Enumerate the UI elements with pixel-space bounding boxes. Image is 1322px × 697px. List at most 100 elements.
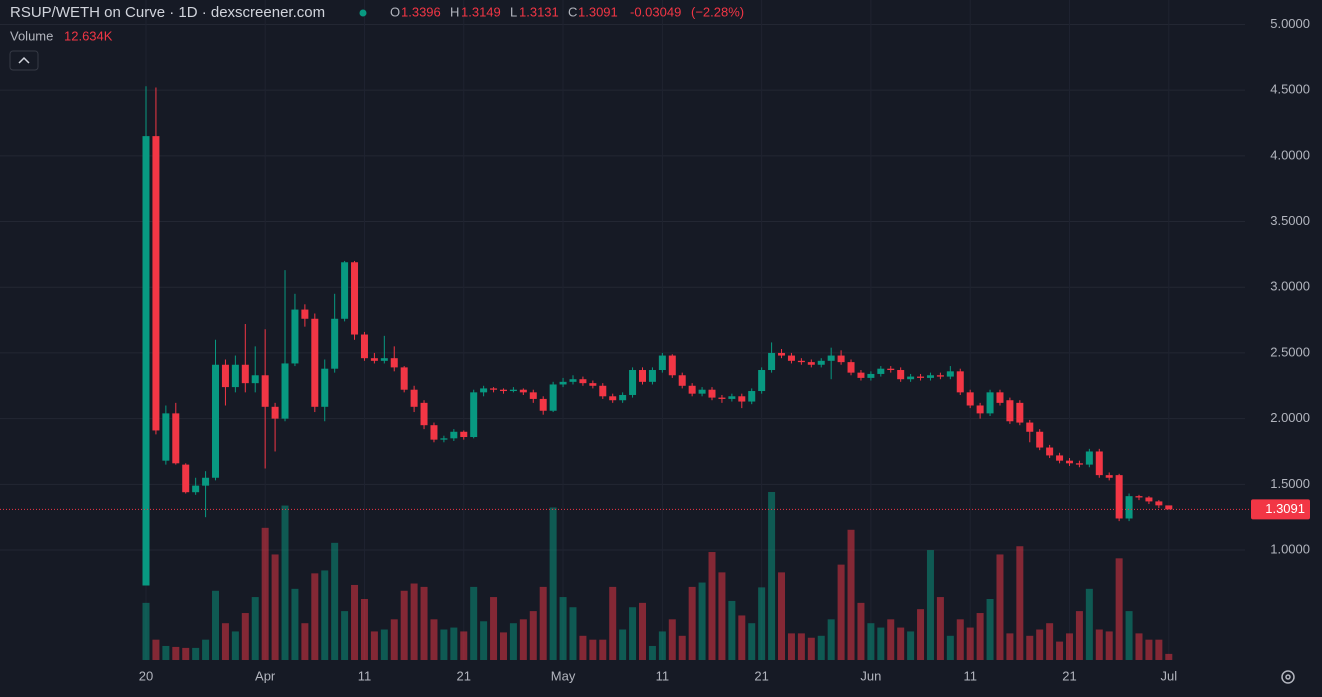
candle-body bbox=[718, 397, 726, 399]
volume-bar bbox=[142, 602, 150, 660]
candle-body bbox=[1165, 505, 1173, 510]
volume-bar bbox=[1016, 546, 1024, 660]
collapse-button-frame[interactable] bbox=[9, 50, 39, 71]
volume-bar bbox=[331, 542, 339, 660]
candle-body bbox=[341, 262, 349, 319]
volume-bar bbox=[589, 639, 597, 660]
volume-bar bbox=[917, 609, 925, 660]
candle-body bbox=[976, 405, 984, 414]
candle-body bbox=[410, 389, 418, 407]
candle-body bbox=[1016, 402, 1024, 423]
volume-bar bbox=[470, 586, 478, 660]
grid bbox=[0, 0, 1245, 660]
volume-bar bbox=[946, 635, 954, 660]
volume-bar bbox=[251, 597, 259, 660]
candle-body bbox=[1135, 496, 1143, 498]
candle-body bbox=[1065, 460, 1073, 464]
candle-body bbox=[172, 413, 180, 464]
candle-body bbox=[281, 363, 289, 419]
candle-body bbox=[212, 364, 220, 478]
volume-bar bbox=[1165, 653, 1173, 660]
candle-body bbox=[182, 464, 190, 493]
candle-body bbox=[599, 385, 607, 397]
close-key: C bbox=[568, 4, 577, 19]
candle-body bbox=[1115, 475, 1123, 519]
x-tick-label: 21 bbox=[1062, 668, 1076, 683]
volume-bar bbox=[490, 597, 498, 660]
collapse-button[interactable] bbox=[9, 50, 39, 71]
status-dot bbox=[359, 9, 367, 17]
volume-bar bbox=[559, 597, 567, 660]
volume-bar bbox=[867, 623, 875, 660]
candle-body bbox=[261, 375, 269, 407]
volume-bar bbox=[241, 613, 249, 660]
candle-body bbox=[162, 413, 170, 461]
volume-bar bbox=[182, 647, 190, 660]
volume-bar bbox=[509, 623, 517, 660]
settings-gear[interactable] bbox=[1281, 670, 1295, 684]
settings-button[interactable] bbox=[1281, 670, 1295, 684]
candle-body bbox=[1155, 501, 1163, 506]
candle-body bbox=[539, 398, 547, 411]
candle-body bbox=[1125, 496, 1133, 519]
volume-bar bbox=[1115, 558, 1123, 660]
volume-bar bbox=[529, 611, 537, 660]
candle-body bbox=[926, 375, 934, 378]
volume-bar bbox=[1036, 629, 1044, 660]
volume-bar bbox=[212, 590, 220, 660]
volume-key: Volume bbox=[10, 28, 53, 43]
candle-body bbox=[748, 391, 756, 402]
volume-bar bbox=[1006, 633, 1014, 660]
volume-bar bbox=[321, 570, 329, 660]
volume-bar bbox=[807, 637, 815, 660]
x-tick-label: Jul bbox=[1160, 668, 1177, 683]
candle-body bbox=[807, 362, 815, 365]
candle-body bbox=[688, 385, 696, 394]
volume-bar bbox=[420, 586, 428, 660]
change-value: -0.03049 bbox=[630, 4, 681, 19]
collapse-icon[interactable] bbox=[18, 56, 30, 64]
volume-bar bbox=[499, 632, 507, 660]
candle-body bbox=[797, 360, 805, 363]
volume-bar bbox=[1155, 639, 1163, 660]
volume-bar bbox=[797, 633, 805, 660]
volume-bar bbox=[480, 621, 488, 660]
candle-body bbox=[887, 368, 895, 371]
volume-bar bbox=[549, 507, 557, 660]
volume-bar bbox=[758, 587, 766, 660]
candle-body bbox=[648, 370, 656, 382]
high-value: 1.3149 bbox=[461, 4, 501, 19]
x-tick-label: Jun bbox=[860, 668, 881, 683]
volume-bar bbox=[887, 619, 895, 660]
volume-bar bbox=[698, 582, 706, 660]
y-tick-label: 1.5000 bbox=[1270, 476, 1310, 491]
last-price-label: 1.3091 bbox=[1265, 501, 1305, 516]
change-percent: (−2.28%) bbox=[691, 4, 744, 19]
candle-body bbox=[470, 392, 478, 438]
candle-body bbox=[519, 389, 527, 393]
candle-body bbox=[1105, 475, 1113, 478]
volume-bar bbox=[440, 629, 448, 660]
chart-title: RSUP/WETH on Curve · 1D · dexscreener.co… bbox=[10, 4, 325, 21]
candle-body bbox=[202, 477, 210, 486]
candle-body bbox=[936, 375, 944, 377]
volume-bar bbox=[311, 573, 319, 660]
candle-body bbox=[639, 370, 646, 382]
volume-bar bbox=[301, 623, 309, 660]
candle-body bbox=[331, 318, 339, 369]
candle-body bbox=[370, 358, 378, 361]
y-tick-label: 5.0000 bbox=[1270, 16, 1310, 31]
volume-bar bbox=[986, 598, 994, 660]
volume-bar bbox=[639, 602, 646, 660]
candle-body bbox=[847, 362, 855, 373]
candle-body bbox=[311, 318, 319, 407]
candle-body bbox=[460, 431, 468, 438]
volume-bar bbox=[450, 627, 458, 660]
settings-gear-hub[interactable] bbox=[1285, 674, 1291, 680]
candle-body bbox=[231, 364, 239, 388]
volume-bar bbox=[857, 602, 865, 660]
candle-body bbox=[1085, 451, 1093, 465]
candle-body bbox=[758, 370, 766, 392]
